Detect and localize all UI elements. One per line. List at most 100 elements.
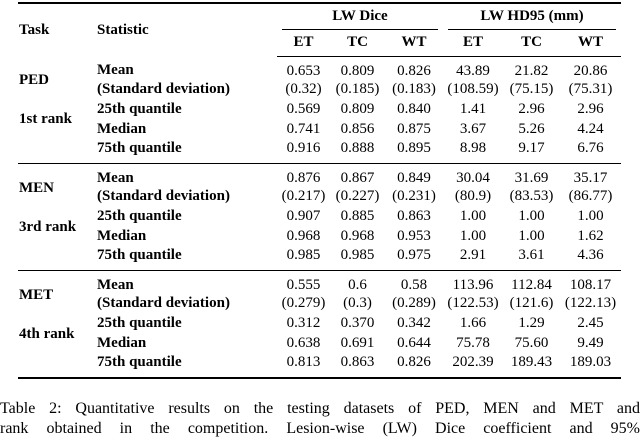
value-cell: (108.59) bbox=[447, 81, 499, 97]
rank-label: 3rd rank bbox=[19, 218, 77, 235]
value-cell: 0.58 bbox=[400, 276, 428, 293]
value-cell: 0.644 bbox=[397, 335, 431, 351]
value-cell: 0.849 bbox=[397, 169, 431, 186]
value-cell: 0.312 bbox=[286, 315, 321, 331]
value-cell: (0.185) bbox=[335, 81, 380, 97]
value-cell: 2.96 bbox=[577, 101, 604, 117]
value-cell: 0.653 bbox=[286, 62, 321, 79]
value-cell: 5.26 bbox=[518, 121, 545, 137]
table-caption-line-1: Table 2: Quantitative results on the tes… bbox=[0, 400, 640, 417]
value-cell: (0.279) bbox=[281, 295, 326, 311]
value-cell: (80.9) bbox=[454, 188, 492, 204]
value-cell: 35.17 bbox=[573, 169, 608, 186]
column-header-hd95-tc: TC bbox=[503, 30, 560, 57]
value-cell: 1.62 bbox=[577, 228, 604, 244]
value-cell: (0.32) bbox=[285, 81, 322, 97]
value-cell: 0.6 bbox=[348, 276, 367, 293]
value-cell: 31.69 bbox=[514, 169, 549, 186]
statistic-cell: 25th quantile bbox=[97, 315, 182, 331]
table-body: PED 1st rank Mean 0.653 0.809 0.826 43.89 21.82… bbox=[18, 56, 621, 379]
value-cell: 0.856 bbox=[340, 121, 375, 137]
value-cell: 1.00 bbox=[577, 208, 604, 224]
value-cell: 0.826 bbox=[385, 353, 443, 379]
value-cell: 0.895 bbox=[385, 139, 443, 164]
value-cell: 0.888 bbox=[330, 139, 385, 164]
value-cell: (0.217) bbox=[281, 188, 326, 204]
value-cell: 0.875 bbox=[397, 121, 431, 137]
statistic-cell: Median bbox=[97, 228, 147, 244]
value-cell: (75.31) bbox=[568, 81, 613, 97]
value-cell: (0.289) bbox=[392, 295, 436, 311]
column-header-hd95-et: ET bbox=[443, 30, 503, 57]
value-cell: 0.876 bbox=[286, 169, 321, 186]
table-row: MET 4th rank Mean 0.555 0.6 0.58 113.96 112.84 1… bbox=[18, 270, 621, 379]
value-cell: 6.76 bbox=[560, 139, 621, 164]
statistic-cell: (Standard deviation) bbox=[97, 81, 230, 97]
value-cell: 0.691 bbox=[340, 335, 375, 351]
value-cell: 4.36 bbox=[560, 246, 621, 271]
column-header-dice-tc: TC bbox=[330, 30, 385, 57]
value-cell: 1.00 bbox=[518, 208, 545, 224]
value-cell: 0.840 bbox=[397, 101, 431, 117]
rank-label: 4th rank bbox=[19, 325, 75, 342]
value-cell: 2.45 bbox=[577, 315, 604, 331]
value-cell: 108.17 bbox=[569, 276, 612, 293]
value-cell: (75.15) bbox=[509, 81, 554, 97]
table-row: Median 0.638 0.691 0.644 75.78 75.60 9.49 bbox=[18, 334, 621, 354]
statistic-cell: Median bbox=[97, 335, 147, 351]
table-row: 75th quantile 0.813 0.863 0.826 202.39 189.43… bbox=[18, 353, 621, 379]
value-cell: 43.89 bbox=[456, 62, 490, 79]
table-row: 75th quantile 0.916 0.888 0.895 8.98 9.17 6.76 bbox=[18, 139, 621, 164]
table-row: Median 0.968 0.968 0.953 1.00 1.00 1.62 bbox=[18, 227, 621, 247]
table-row: PED 1st rank Mean 0.653 0.809 0.826 43.89 21.82… bbox=[18, 56, 621, 164]
column-header-dice-wt: WT bbox=[385, 30, 443, 57]
value-cell: 0.985 bbox=[277, 246, 330, 271]
table-caption-line-2: rank obtained in the competition. Lesion… bbox=[0, 420, 640, 437]
value-cell: 0.809 bbox=[340, 101, 375, 117]
column-group-lw-hd95: LW HD95 (mm) bbox=[443, 3, 621, 30]
statistic-cell: 75th quantile bbox=[95, 353, 277, 379]
column-group-lw-dice-label: LW Dice bbox=[282, 8, 438, 30]
value-cell: 0.813 bbox=[277, 353, 330, 379]
table-row: (Standard deviation) (0.217) (0.227) (0.231… bbox=[18, 187, 621, 207]
task-group-cell: MEN 3rd rank bbox=[18, 163, 95, 271]
table-row: (Standard deviation) (0.32) (0.185) (0.183)… bbox=[18, 80, 621, 100]
statistic-cell: 25th quantile bbox=[97, 101, 182, 117]
column-group-lw-dice: LW Dice bbox=[277, 3, 443, 30]
value-cell: 113.96 bbox=[452, 276, 494, 293]
value-cell: 1.00 bbox=[459, 228, 487, 244]
value-cell: 0.907 bbox=[286, 208, 321, 224]
results-table: Task Statistic LW Dice LW HD95 (mm) ET T… bbox=[18, 2, 621, 379]
value-cell: 2.96 bbox=[518, 101, 545, 117]
value-cell: 9.17 bbox=[503, 139, 560, 164]
value-cell: 0.916 bbox=[277, 139, 330, 164]
statistic-cell: (Standard deviation) bbox=[97, 295, 230, 311]
value-cell: 112.84 bbox=[511, 276, 552, 293]
value-cell: 1.41 bbox=[459, 101, 487, 117]
statistic-cell: Median bbox=[97, 121, 147, 137]
statistic-cell: Mean bbox=[97, 169, 134, 186]
statistic-cell: Mean bbox=[97, 276, 134, 293]
value-cell: 30.04 bbox=[456, 169, 490, 186]
value-cell: (0.227) bbox=[335, 188, 380, 204]
column-header-task: Task bbox=[19, 21, 50, 38]
value-cell: 9.49 bbox=[577, 335, 604, 351]
column-header-dice-et: ET bbox=[277, 30, 330, 57]
statistic-cell: 25th quantile bbox=[97, 208, 182, 224]
table-row: 25th quantile 0.907 0.885 0.863 1.00 1.00 1.00 bbox=[18, 207, 621, 227]
table-caption: Table 2: Quantitative results on the tes… bbox=[0, 399, 640, 439]
value-cell: 0.809 bbox=[340, 62, 375, 79]
value-cell: 0.968 bbox=[286, 228, 321, 244]
header-row-groups: Task Statistic LW Dice LW HD95 (mm) bbox=[18, 3, 621, 38]
value-cell: (0.183) bbox=[392, 81, 436, 97]
column-header-hd95-wt: WT bbox=[560, 30, 621, 57]
table-row: MEN 3rd rank Mean 0.876 0.867 0.849 30.04 31.69… bbox=[18, 163, 621, 271]
statistic-cell: (Standard deviation) bbox=[97, 188, 230, 204]
task-label: MEN bbox=[19, 179, 54, 196]
value-cell: 0.975 bbox=[385, 246, 443, 271]
value-cell: 189.03 bbox=[560, 353, 621, 379]
value-cell: 0.863 bbox=[330, 353, 385, 379]
task-group-cell: PED 1st rank bbox=[18, 56, 95, 164]
value-cell: 20.86 bbox=[573, 62, 608, 79]
column-header-statistic: Statistic bbox=[97, 21, 149, 38]
